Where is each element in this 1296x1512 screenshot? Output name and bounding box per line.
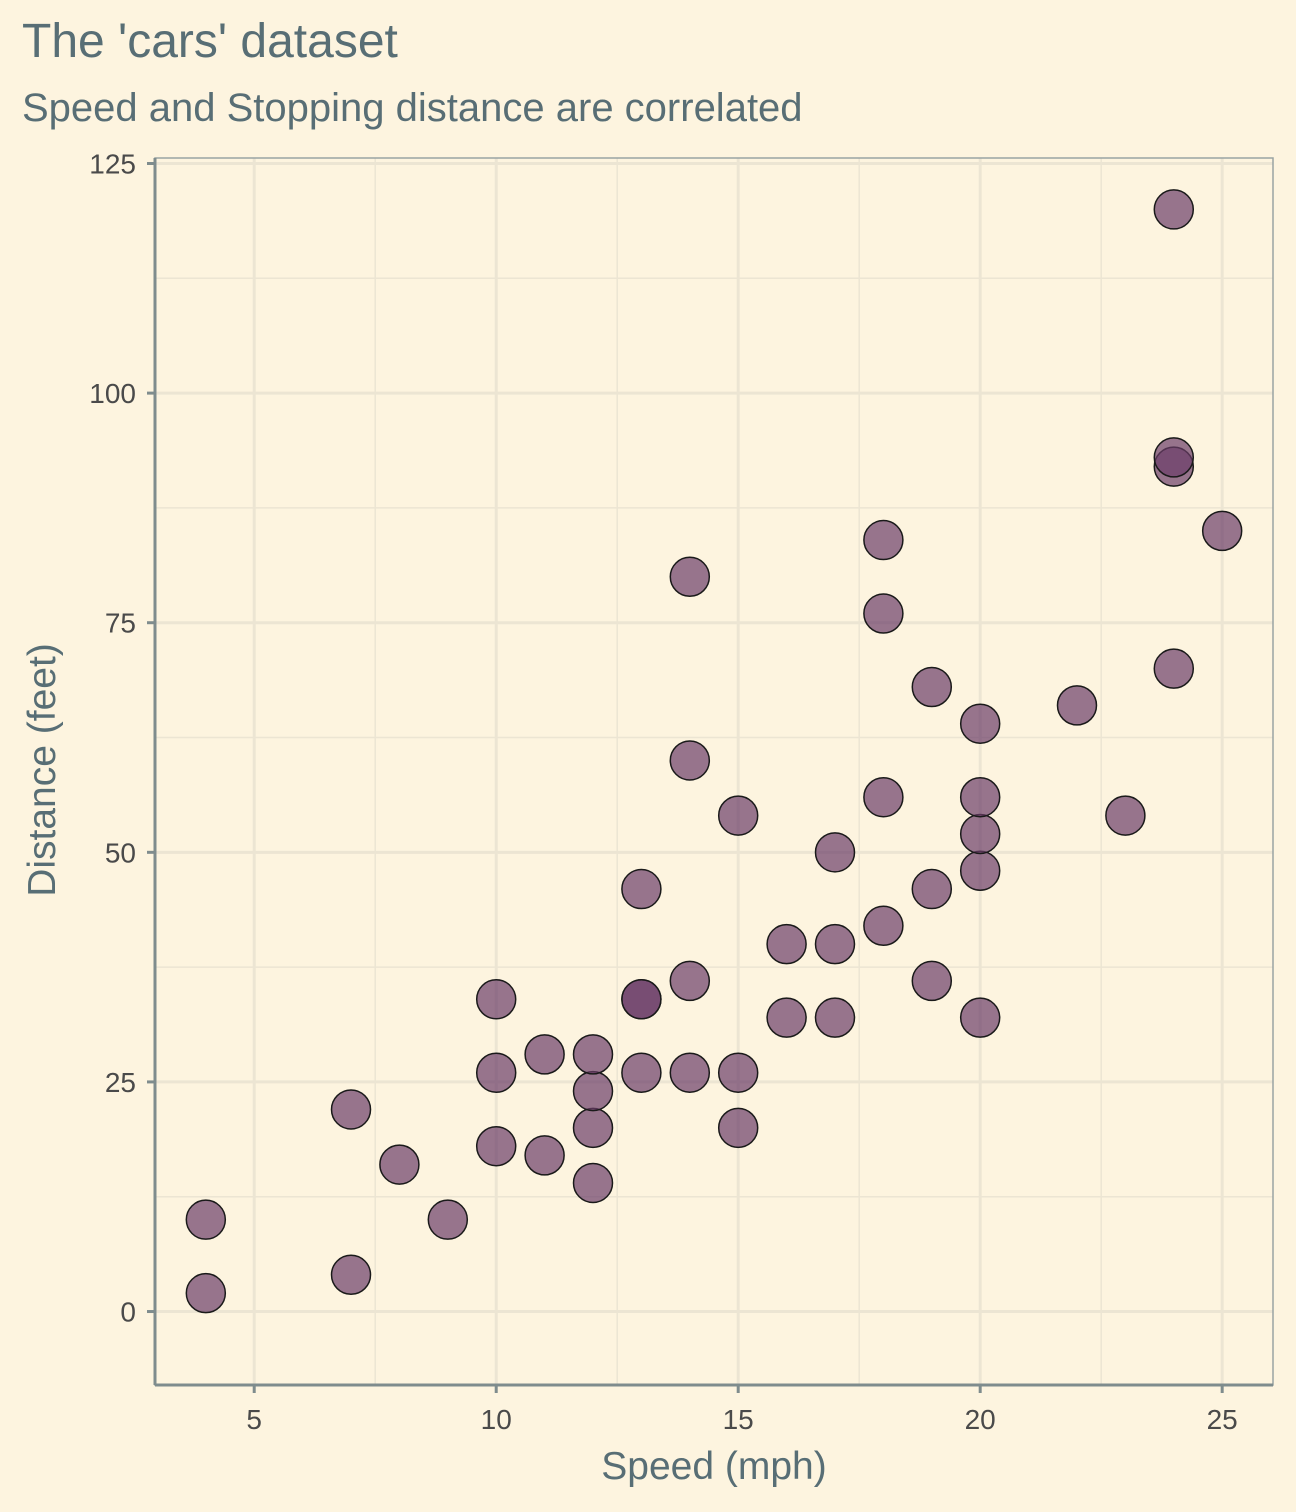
y-tick-label: 100 (89, 378, 136, 409)
data-point (185, 1199, 227, 1240)
data-point (669, 556, 711, 598)
y-tick-label: 125 (89, 149, 136, 180)
y-tick-label: 0 (120, 1297, 136, 1328)
data-point (669, 1052, 711, 1093)
data-point (427, 1199, 469, 1240)
data-point (475, 979, 517, 1020)
y-tick-label: 50 (105, 837, 136, 868)
data-point (959, 776, 1001, 818)
data-point (814, 832, 856, 873)
x-tick-label: 15 (723, 1404, 754, 1435)
data-point (766, 997, 807, 1038)
chart-subtitle: Speed and Stopping distance are correlat… (22, 86, 803, 130)
data-point (185, 1272, 227, 1314)
data-point (1153, 189, 1195, 230)
data-point (814, 923, 856, 965)
x-axis-title: Speed (mph) (601, 1445, 826, 1488)
y-axis-title: Distance (feet) (21, 643, 64, 897)
data-point (814, 997, 856, 1038)
data-point (717, 1052, 759, 1093)
data-point (330, 1089, 372, 1130)
x-tick-label: 10 (481, 1404, 512, 1435)
data-point (1105, 795, 1146, 836)
data-point (717, 1107, 759, 1149)
data-point (911, 960, 953, 1002)
data-point (911, 868, 953, 910)
y-tick-label: 75 (105, 608, 136, 639)
panel-border (154, 157, 1274, 1386)
data-point (911, 666, 953, 708)
data-point (475, 1125, 517, 1167)
data-point (379, 1144, 420, 1185)
data-point (1153, 648, 1195, 689)
chart-title: The 'cars' dataset (22, 15, 398, 68)
data-point (621, 868, 662, 910)
data-point (572, 1107, 614, 1149)
data-point (572, 1162, 614, 1204)
data-point (959, 703, 1001, 744)
data-point (1201, 510, 1243, 552)
data-point (330, 1254, 372, 1296)
data-point (959, 997, 1001, 1038)
data-point (524, 1034, 565, 1075)
data-point (621, 979, 662, 1020)
data-point (766, 923, 807, 965)
data-point (669, 960, 711, 1002)
y-tick-label: 25 (105, 1067, 136, 1098)
x-tick-label: 25 (1207, 1404, 1238, 1435)
data-point (669, 740, 711, 781)
data-point (717, 795, 759, 836)
grid-major (155, 158, 1273, 1385)
data-point (621, 1052, 662, 1093)
data-point (863, 776, 904, 818)
data-point (863, 905, 904, 947)
data-point (863, 519, 904, 561)
x-tick-label: 20 (965, 1404, 996, 1435)
data-points (185, 189, 1243, 1314)
data-point (959, 850, 1001, 891)
data-point (1153, 437, 1195, 478)
data-point (572, 1070, 614, 1112)
tick-labels: 5 10 15 20 25 0 25 50 75 100 125 (89, 149, 1237, 1435)
grid-minor (155, 158, 1273, 1385)
data-point (572, 1034, 614, 1075)
data-point (524, 1135, 565, 1176)
axes (147, 157, 1274, 1393)
data-point (863, 593, 904, 634)
x-tick-label: 5 (246, 1404, 262, 1435)
data-point (1056, 685, 1098, 726)
data-point (959, 813, 1001, 855)
data-point (475, 1052, 517, 1093)
